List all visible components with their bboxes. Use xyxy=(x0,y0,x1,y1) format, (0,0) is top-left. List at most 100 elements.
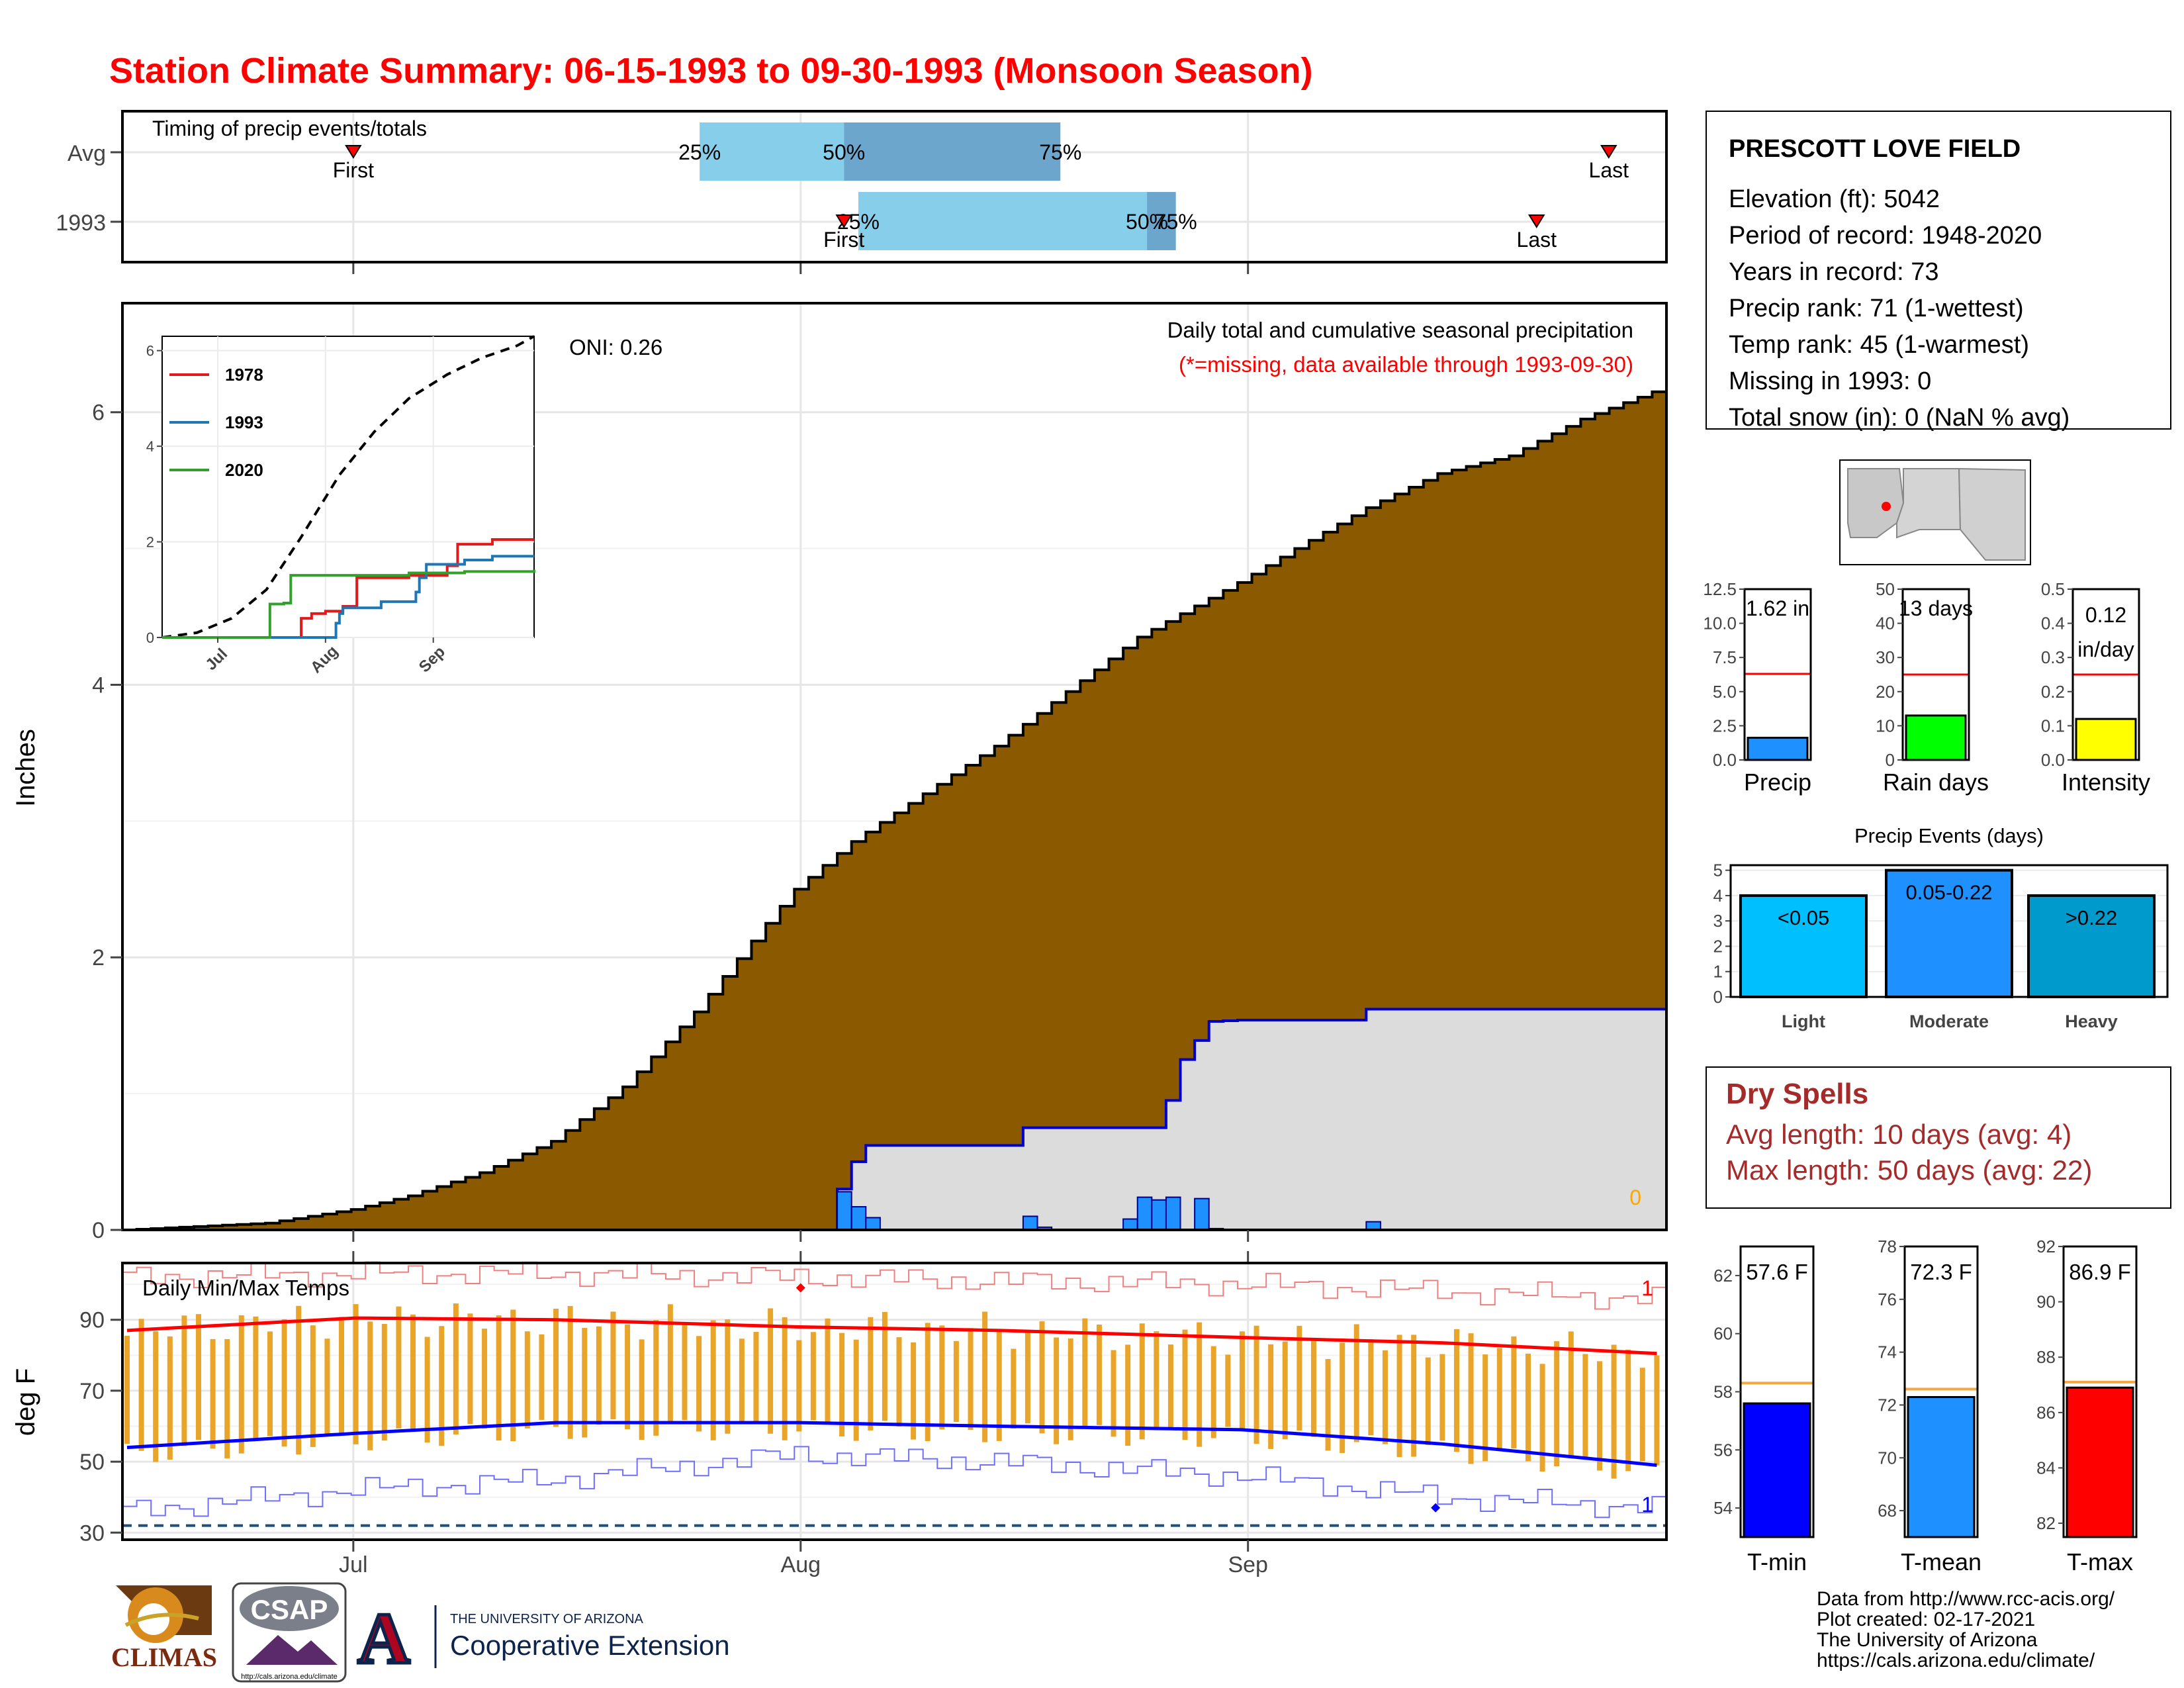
daily-temp-range-bar xyxy=(138,1319,144,1451)
cumulative-1993-area xyxy=(122,1009,1666,1230)
daily-temp-range-bar xyxy=(882,1311,887,1421)
event-marker xyxy=(1600,145,1617,159)
daily-temp-range-bar xyxy=(1125,1344,1131,1446)
daily-precip-bar xyxy=(1136,1196,1153,1231)
climas-wordmark: CLIMAS xyxy=(111,1642,217,1672)
daily-temp-range-bar xyxy=(1411,1335,1417,1457)
temp-summary-value-label: 86.9 F xyxy=(2069,1260,2131,1284)
summary-y-tick-label: 0.0 xyxy=(2041,750,2065,770)
daily-temp-range-bar xyxy=(667,1304,673,1423)
temp-summary-y-tick-label: 74 xyxy=(1878,1342,1897,1362)
inset-y-tick-label: 2 xyxy=(146,534,154,551)
month-label: Aug xyxy=(781,1552,821,1577)
event-label: Last xyxy=(1517,228,1557,252)
summary-frame xyxy=(2071,588,2140,761)
temp-summary-y-tick-label: 92 xyxy=(2036,1237,2056,1256)
temp-line-record-high xyxy=(122,1261,1666,1310)
temp-summary-value-label: 72.3 F xyxy=(1910,1260,1972,1284)
daily-temp-range-bar xyxy=(1525,1353,1531,1462)
temp-summary-t-min: 54 56 58 60 62 57.6 F T-min xyxy=(1713,1245,1815,1575)
event-label: First xyxy=(823,228,864,252)
credit-university: The University of Arizona xyxy=(1817,1629,2038,1651)
daily-temp-range-bar xyxy=(768,1308,774,1434)
summary-y-tick-label: 40 xyxy=(1876,614,1895,633)
summary-y-tick-label: 20 xyxy=(1876,682,1895,702)
locator-map xyxy=(1839,459,2031,565)
daily-temp-range-bar xyxy=(982,1311,988,1442)
temp-summary-y-tick-label: 68 xyxy=(1878,1501,1897,1521)
texas-shape xyxy=(1958,467,2026,561)
daily-temp-range-bar xyxy=(396,1306,402,1429)
temp-summary-category-label: T-max xyxy=(2067,1548,2133,1575)
daily-temp-range-bar xyxy=(1054,1337,1060,1444)
daily-temp-range-bar xyxy=(124,1335,130,1444)
temp-summary-y-tick-label: 56 xyxy=(1713,1440,1733,1460)
daily-temp-range-bar xyxy=(896,1337,902,1427)
events-y-tick-label: 3 xyxy=(1713,911,1723,931)
daily-precip-bar xyxy=(865,1217,881,1231)
events-y-tick-label: 4 xyxy=(1713,886,1723,906)
daily-temp-range-bar xyxy=(925,1323,931,1442)
events-y-tick-label: 2 xyxy=(1713,936,1723,956)
daily-temp-range-bar xyxy=(553,1309,559,1427)
temp-summary-y-tick-label: 76 xyxy=(1878,1289,1897,1309)
daily-temp-range-bar xyxy=(1496,1348,1502,1450)
record-low-marker xyxy=(1431,1503,1441,1513)
daily-temp-range-bar xyxy=(710,1320,716,1440)
daily-temp-range-bar xyxy=(424,1336,430,1443)
events-y-tick-label: 1 xyxy=(1713,962,1723,982)
daily-temp-range-bar xyxy=(1368,1339,1374,1436)
daily-temp-range-bar xyxy=(524,1331,530,1429)
events-category-label: Moderate xyxy=(1909,1011,1989,1031)
daily-temp-range-bar xyxy=(1310,1339,1316,1437)
daily-temp-range-bar xyxy=(1353,1324,1359,1442)
inset-series-1993 xyxy=(162,555,534,639)
daily-temp-range-bar xyxy=(1611,1344,1617,1479)
timing-row-1993: 1993 xyxy=(56,211,106,236)
daily-temp-range-bar xyxy=(1539,1364,1545,1472)
station-period: Period of record: 1948-2020 xyxy=(1729,222,2042,250)
missing-count: 0 xyxy=(1629,1186,1641,1209)
daily-temp-range-bar xyxy=(1654,1355,1660,1466)
event-marker xyxy=(835,214,852,228)
daily-temp-range-bar xyxy=(539,1334,545,1420)
events-category-label: Heavy xyxy=(2065,1011,2118,1031)
temp-panel: Daily Min/Max Temps 1 1 deg F 30 50 70 90 J… xyxy=(11,1261,1668,1577)
station-temp-rank: Temp rank: 45 (1-warmest) xyxy=(1729,331,2029,359)
daily-temp-range-bar xyxy=(1639,1368,1645,1462)
daily-temp-range-bar xyxy=(324,1338,330,1434)
daily-temp-range-bar xyxy=(1382,1350,1388,1444)
daily-temp-range-bar xyxy=(625,1324,631,1430)
percentile-label: 50% xyxy=(823,140,865,164)
station-precip-rank: Precip rank: 71 (1-wettest) xyxy=(1729,295,2024,322)
daily-temp-range-bar xyxy=(1511,1336,1517,1449)
summary-value-bar xyxy=(1747,737,1809,761)
daily-temp-range-bar xyxy=(1568,1331,1574,1456)
temp-ylabel: deg F xyxy=(11,1368,40,1436)
daily-temp-range-bar xyxy=(839,1333,845,1437)
summary-value-label: 1.62 in xyxy=(1746,596,1809,620)
csap-wordmark: CSAP xyxy=(251,1594,328,1625)
daily-temp-range-bar xyxy=(1111,1350,1116,1437)
daily-temp-range-bar xyxy=(1482,1354,1488,1462)
summary-y-tick-label: 0.4 xyxy=(2041,614,2065,633)
temp-summary-frame xyxy=(2062,1245,2138,1538)
events-y-tick-label: 0 xyxy=(1713,987,1723,1007)
daily-precip-bar xyxy=(850,1206,867,1231)
daily-temp-range-bar xyxy=(1596,1361,1602,1471)
daily-temp-range-bar xyxy=(1297,1325,1302,1431)
daily-temp-range-bar xyxy=(1396,1335,1402,1458)
daily-precip-bar xyxy=(1022,1215,1038,1231)
timing-row-avg: Avg xyxy=(68,141,106,166)
daily-temp-range-bar xyxy=(810,1332,816,1421)
daily-temp-range-bar xyxy=(1154,1331,1160,1427)
station-years: Years in record: 73 xyxy=(1729,258,1939,286)
dry-spells-box: Dry Spells Avg length: 10 days (avg: 4) … xyxy=(1706,1066,2171,1209)
dry-spells-max: Max length: 50 days (avg: 22) xyxy=(1726,1154,2092,1186)
summary-chart-intensity: 0.0 0.1 0.2 0.3 0.4 0.5 0.12 in/day Intensity xyxy=(2041,579,2150,796)
daily-temp-range-bar xyxy=(167,1336,173,1460)
temp-summary-y-tick-label: 84 xyxy=(2036,1458,2056,1477)
csap-logo: CSAP http://cals.arizona.edu/climate xyxy=(232,1582,347,1683)
